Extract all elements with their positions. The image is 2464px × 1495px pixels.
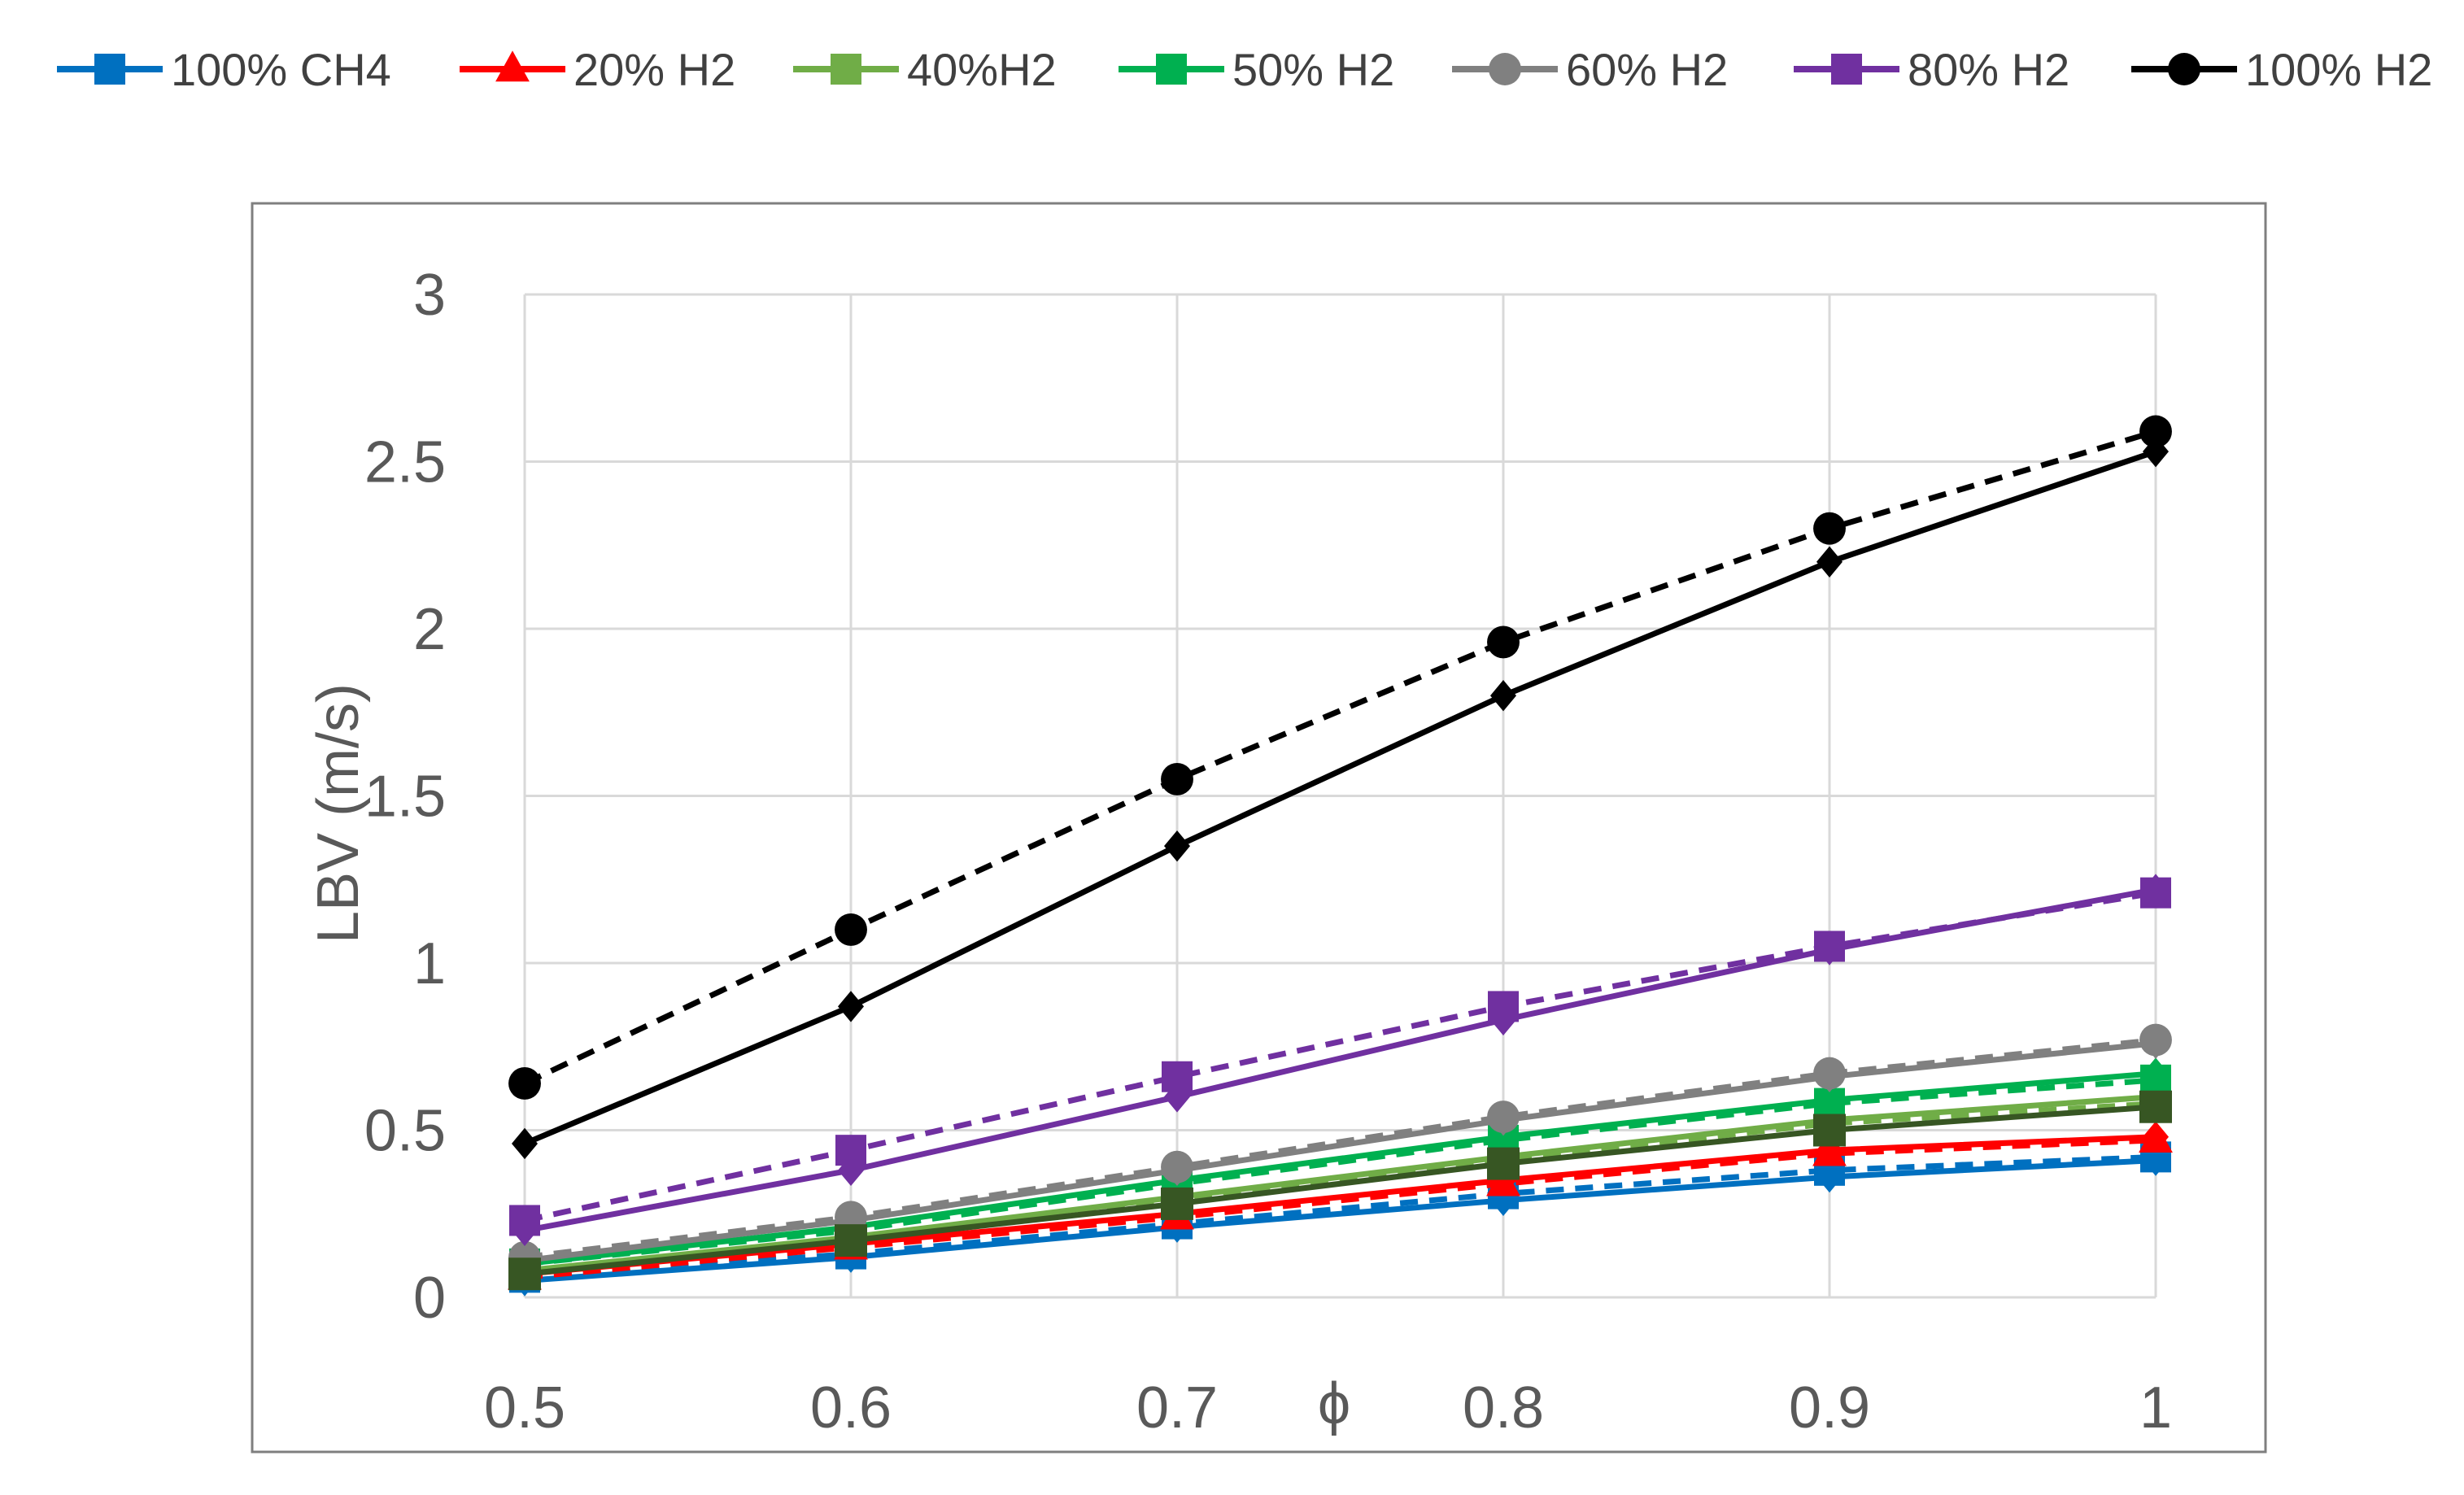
series-6-point	[1161, 763, 1193, 795]
series-4-point	[2139, 1023, 2172, 1057]
legend-swatch-marker	[1489, 53, 1521, 85]
series-5-point	[1488, 991, 1519, 1022]
legend-swatch-marker	[831, 54, 861, 85]
legend-entry: 20% H2	[460, 44, 735, 95]
legend-entry: 100% H2	[2131, 44, 2432, 95]
legend-entry: 100% CH4	[57, 44, 391, 95]
unlabeled-series-0-point	[2139, 1090, 2172, 1123]
legend-entry: 80% H2	[1794, 44, 2069, 95]
series-4	[508, 1023, 2172, 1274]
x-tick-label: 0.6	[810, 1375, 892, 1441]
legend-entry: 50% H2	[1119, 44, 1394, 95]
unlabeled-series-0	[508, 1090, 2172, 1291]
series-6-point	[1487, 625, 1520, 659]
series-6-line	[523, 429, 2157, 1087]
x-tick-label: 0.7	[1136, 1375, 1218, 1441]
series-6-companion-point	[1816, 546, 1843, 578]
legend-entry: 60% H2	[1452, 44, 1728, 95]
legend-label: 20% H2	[573, 44, 735, 95]
series-4-point	[1161, 1150, 1193, 1183]
unlabeled-series-0-point	[508, 1257, 541, 1291]
series-5-companion-point	[1164, 1081, 1190, 1113]
y-tick-label: 0	[413, 1266, 446, 1331]
series-5-point	[1162, 1061, 1193, 1092]
series-3-point	[1814, 1087, 1845, 1119]
legend-label: 50% H2	[1232, 44, 1394, 95]
series-6-companion-point	[1490, 680, 1516, 712]
series-6-point	[835, 913, 867, 946]
series-4-line	[524, 1037, 2157, 1261]
series-1-point	[2139, 1122, 2173, 1153]
x-tick-label: 0.8	[1463, 1375, 1544, 1441]
series-5-point	[2140, 877, 2171, 909]
series-6-companion	[512, 435, 2169, 1160]
legend-entry: 40%H2	[793, 44, 1057, 95]
series-5	[509, 877, 2171, 1236]
y-tick-label: 1.5	[364, 765, 446, 830]
unlabeled-series-0-point	[1487, 1147, 1520, 1180]
y-tick-label: 1	[413, 931, 446, 996]
x-axis-title: ϕ	[1318, 1371, 1350, 1436]
series-5-point	[1814, 931, 1845, 962]
series-4-companion-line	[524, 1040, 2157, 1264]
series-1-point	[1812, 1135, 1847, 1166]
series-5-line	[524, 890, 2157, 1223]
y-tick-label: 2.5	[364, 430, 446, 495]
y-tick-label: 0.5	[364, 1099, 446, 1164]
legend-swatch-marker	[1831, 54, 1862, 85]
series-6-companion-point	[838, 991, 864, 1022]
legend-swatch-marker	[94, 54, 125, 85]
series-4-point	[1487, 1101, 1520, 1134]
unlabeled-series-0-line	[524, 1104, 2157, 1277]
x-tick-label: 1	[2139, 1375, 2172, 1441]
y-axis-title: LBV (m/s)	[306, 683, 371, 944]
series-0-line	[524, 1153, 2157, 1280]
legend-label: 80% H2	[1908, 44, 2069, 95]
y-tick-label: 3	[413, 263, 446, 328]
legend: 100% CH4 20% H2 40%H2 50% H2 60% H2 80% H2 100…	[57, 44, 2432, 95]
legend-label: 100% H2	[2245, 44, 2432, 95]
legend-swatch-marker	[2168, 53, 2200, 85]
series-layer	[508, 415, 2173, 1297]
x-tick-label: 0.5	[484, 1375, 565, 1441]
unlabeled-series-0-point	[835, 1224, 867, 1257]
series-6-companion-line	[523, 448, 2157, 1147]
series-4-point	[1813, 1057, 1846, 1090]
series-3-point	[2140, 1064, 2171, 1096]
series-6-point	[508, 1067, 541, 1100]
series-6-companion-point	[2143, 435, 2169, 468]
y-axis-ticks: 0 0.5 1 1.5 2 2.5 3	[364, 263, 446, 1331]
plot-frame	[251, 202, 2267, 1454]
series-6-companion-point	[512, 1127, 538, 1160]
series-6-point	[1813, 512, 1846, 545]
series-0-companion-line	[524, 1157, 2157, 1284]
grid	[523, 293, 2157, 1299]
y-tick-label: 2	[413, 597, 446, 662]
x-tick-label: 0.9	[1789, 1375, 1870, 1441]
legend-label: 40%H2	[907, 44, 1057, 95]
legend-label: 60% H2	[1566, 44, 1728, 95]
series-3-line	[524, 1077, 2157, 1267]
legend-swatch-marker	[495, 50, 530, 82]
series-1-line	[524, 1137, 2157, 1280]
series-6-point	[2139, 415, 2172, 448]
series-5-point	[835, 1135, 866, 1166]
series-5-point	[509, 1205, 540, 1236]
unlabeled-series-0-point	[1161, 1187, 1193, 1220]
series-1-point	[1486, 1165, 1520, 1196]
legend-swatch-marker	[1156, 54, 1187, 85]
series-6-companion-point	[1164, 830, 1190, 862]
x-axis-ticks: 0.5 0.6 0.7 0.8 0.9 1	[484, 1375, 2172, 1441]
legend-label: 100% CH4	[171, 44, 391, 95]
series-6	[508, 415, 2172, 1100]
unlabeled-series-0-point	[1813, 1114, 1846, 1147]
